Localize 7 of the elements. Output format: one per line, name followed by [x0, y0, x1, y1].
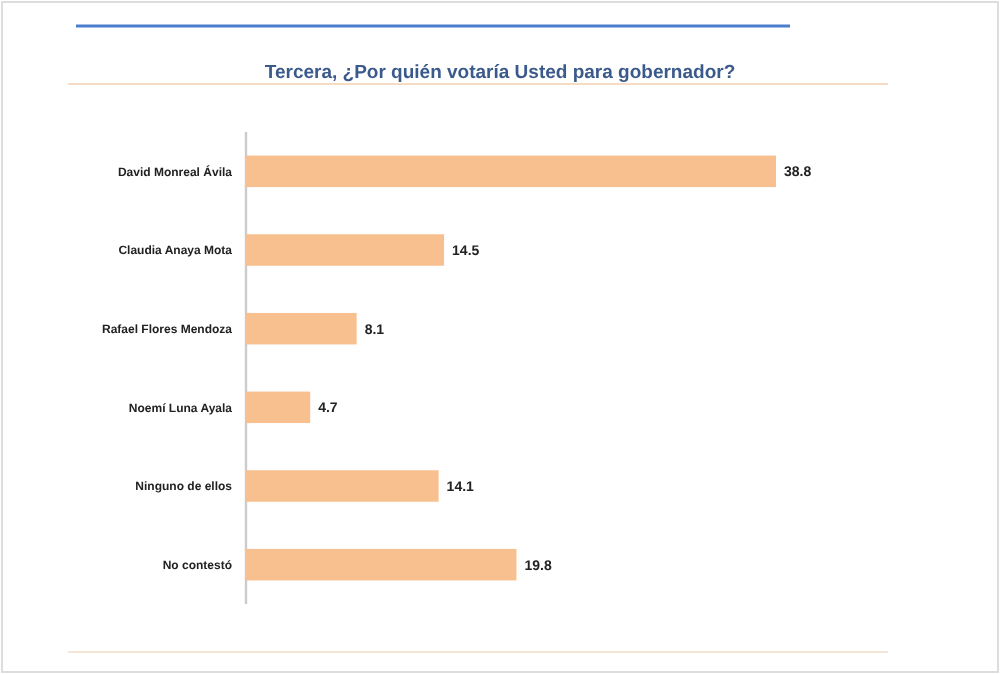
bar	[246, 234, 445, 266]
bar	[246, 470, 439, 502]
bar	[246, 391, 311, 424]
bar	[246, 155, 776, 188]
bar	[246, 312, 357, 345]
bar	[246, 548, 517, 581]
chart-title: Tercera, ¿Por quién votaría Usted para gobernador?	[264, 62, 736, 84]
